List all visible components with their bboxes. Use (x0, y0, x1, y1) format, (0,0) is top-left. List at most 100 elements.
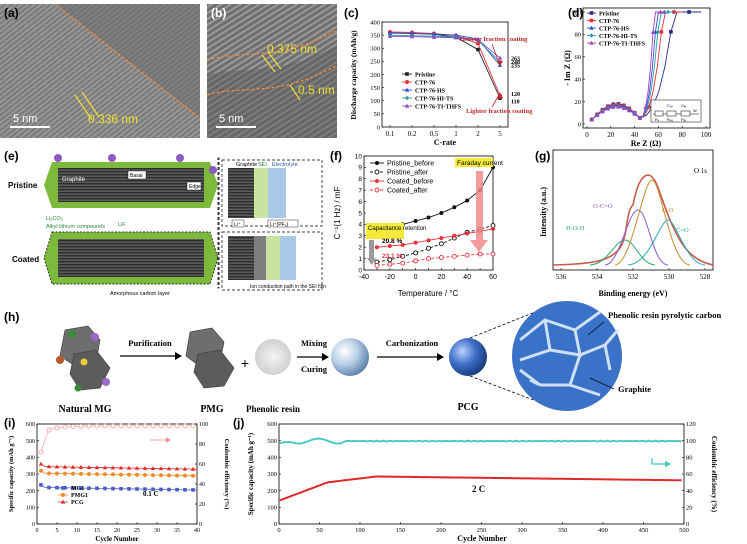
chart-i-legend-label: PMG1 (71, 493, 88, 499)
chart-f-ytick-label: 7 (358, 188, 362, 195)
chart-d-point (616, 104, 621, 109)
chart-i-point (151, 473, 155, 478)
chart-c-point (476, 41, 480, 46)
chart-i-legend-marker (61, 486, 65, 490)
xps-peak-c-o (614, 179, 691, 266)
chart-i-point (167, 487, 171, 492)
chart-j-rate: 2 C (472, 484, 485, 494)
panel-label-b: (b) (211, 6, 226, 20)
chart-i-point (94, 423, 100, 429)
chart-c-ytick-label: 400 (370, 19, 380, 26)
chart-i-point (119, 486, 123, 491)
label-li2co3: Li₂CO₃ (46, 216, 63, 222)
chart-i-xtick-label: 0 (36, 528, 39, 534)
chart-i-point (62, 424, 68, 430)
panel-e: (e) Pristine Coated Graphite Basal Edge … (4, 149, 326, 297)
label-alkyl: Alkyl lithium compounds (46, 224, 105, 230)
chart-i-point (46, 464, 52, 469)
panel-j: (j) 0 50 100 150 200 250 300 350 400 450 500010020… (233, 416, 718, 543)
chart-i-point (182, 466, 188, 471)
chart-i-point (95, 472, 99, 477)
chart-i-point (110, 423, 116, 429)
chart-i-point (110, 465, 116, 470)
chart-f-point (374, 245, 379, 250)
chart-j-y2tick-label: 0 (686, 521, 689, 528)
chart-f-point (491, 226, 495, 231)
cured-sphere (331, 338, 369, 376)
chart-d-point (605, 106, 611, 111)
chart-j-ylabel: Specific capacity (mAh g⁻¹) (247, 432, 255, 515)
chart-c-xtick-label: 2 (476, 130, 480, 138)
xps-envelope (552, 174, 714, 266)
xps-peak-c-double-o (627, 219, 706, 266)
label-phenolic-resin: Phenolic resin (246, 404, 300, 414)
chart-f-point (413, 218, 418, 223)
chart-i-legend-marker (61, 493, 65, 497)
chart-d-point (669, 30, 673, 34)
circuit-label-rsei: Rₛₑ (667, 117, 673, 122)
chart-j-y2tick-label: 100 (686, 438, 696, 445)
chart-d-point (600, 109, 605, 114)
chart-i-xtick-label: 20 (114, 528, 120, 534)
chart-i-point (167, 473, 171, 478)
chart-f-annotation-faraday: Faraday current (457, 160, 503, 167)
chart-i-point (102, 423, 108, 429)
chart-d-frame (582, 7, 711, 129)
chart-f-xtick-label: 0 (414, 274, 418, 281)
chart-d-legend-label: CTP-76-HI-TS (599, 34, 638, 40)
chart-d-legend-marker (589, 40, 594, 45)
chart-j-ytick-label: 300 (267, 471, 277, 478)
chart-d-ytick-label: 60 (575, 54, 582, 61)
chart-g-xtick-label: 528 (700, 273, 711, 281)
chart-c-annotation-heavier: Heavier fraction coating (460, 36, 528, 43)
chart-f-point (438, 241, 444, 247)
chart-i-point (79, 486, 83, 490)
chart-i-point (127, 472, 131, 477)
chart-i-frame (36, 423, 198, 525)
chart-d-xtick-label: 60 (655, 131, 663, 139)
chart-j-y2label: Coulombic efficiency (%) (710, 436, 718, 513)
faraday-highlight (455, 158, 493, 167)
chart-c-series-line (389, 35, 501, 59)
chart-i-point (134, 423, 140, 429)
chart-i-point (86, 423, 92, 429)
chart-f-legend-marker (375, 179, 379, 183)
chart-f-ytick-label: 9 (358, 165, 362, 172)
chart-c-xtick-label: 0.5 (430, 130, 439, 138)
chart-f-series-line (376, 228, 494, 248)
chart-f-xlabel: Temperature / °C (398, 289, 459, 298)
chart-c-end-label: 120 (511, 92, 520, 98)
chart-f-point (452, 233, 457, 238)
chart-i-point (142, 466, 148, 470)
chart-c-point (453, 35, 459, 40)
chart-i-point (126, 465, 132, 470)
pcg-cross-section (512, 301, 622, 411)
chart-c-ytick-label: 350 (370, 32, 380, 39)
label-graphite: Graphite (62, 177, 86, 183)
panel-label-e: (e) (4, 149, 19, 163)
chart-f-xtick-label: 20 (438, 274, 446, 281)
peak-label-h-o-h: H-O-H (566, 225, 585, 232)
chart-c-legend-label: Pristine (415, 72, 435, 78)
chart-f-point (477, 251, 483, 257)
chart-f-ytick-label: 1 (358, 256, 362, 263)
chart-f-annotation-coated-pct: 23.1 % (382, 253, 402, 260)
chart-d-series (589, 9, 702, 122)
chart-i-point (158, 423, 164, 429)
peak-label-o-c-o: O-C=O (593, 203, 613, 210)
tem-image-b (207, 4, 337, 138)
pmg-illustration (185, 327, 235, 389)
chart-f-point (451, 253, 457, 259)
chart-i-point (190, 466, 196, 471)
chart-c-ytick-label: 250 (370, 59, 380, 66)
panel-label-a: (a) (4, 6, 19, 20)
chart-f-series-line (376, 225, 494, 263)
chart-j-ytick-label: 100 (267, 505, 277, 512)
chart-c-point (409, 31, 415, 36)
chart-f-point (426, 215, 431, 220)
chart-j-xtick-label: 300 (517, 527, 527, 534)
chart-i-point (55, 471, 59, 476)
chart-i-point (190, 423, 196, 429)
chart-c-point (387, 30, 393, 35)
